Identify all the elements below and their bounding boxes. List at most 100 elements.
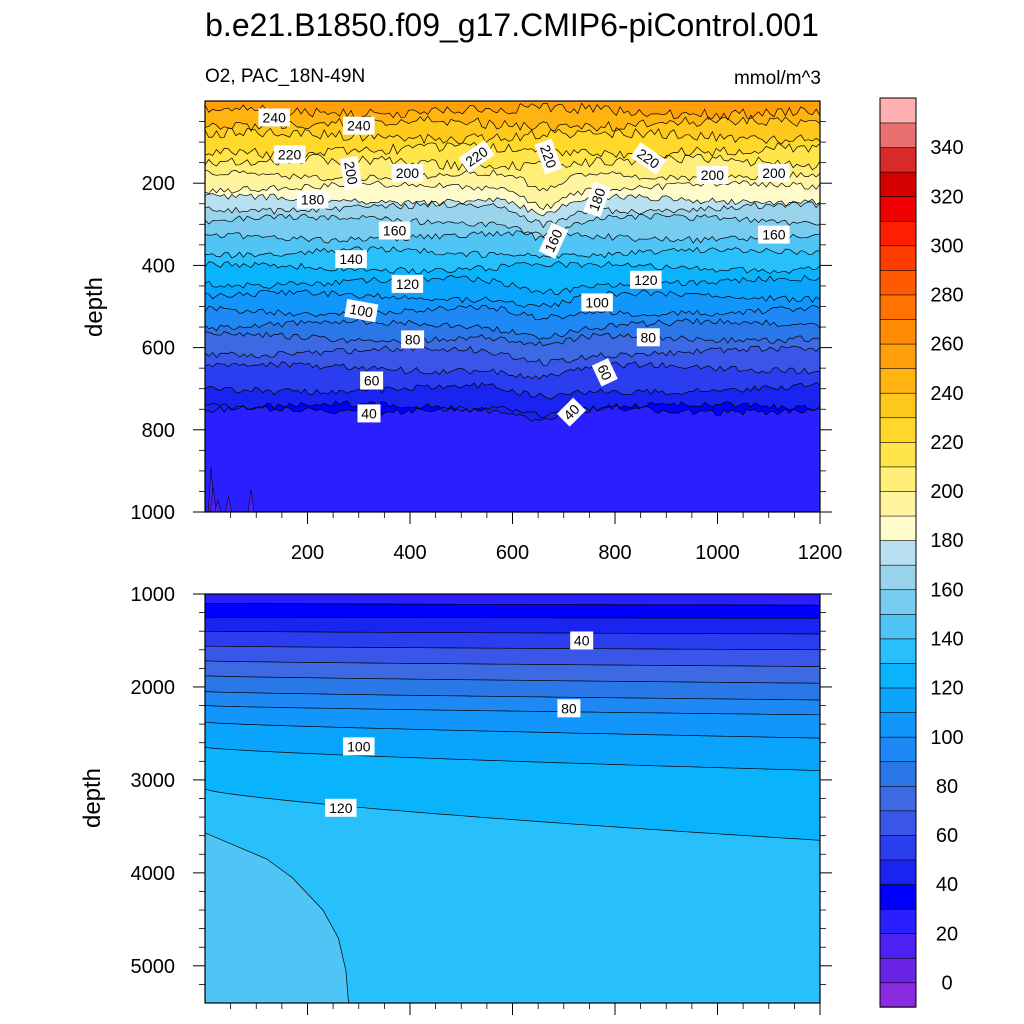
upper-y-tick-label: 800 <box>142 420 175 442</box>
upper-contour-line <box>205 180 820 211</box>
contour-label: 40 <box>556 397 586 427</box>
colorbar-box <box>879 367 917 394</box>
upper-y-axis-label: depth <box>81 277 108 337</box>
lower-contour-line <box>205 602 820 606</box>
colorbar-tick-label: 100 <box>930 727 963 749</box>
contour-label: 80 <box>557 699 581 718</box>
contour-label-box <box>636 328 660 347</box>
contour-label-text: 240 <box>263 109 287 125</box>
contour-label-text: 100 <box>347 738 371 754</box>
colorbar-box <box>879 122 917 148</box>
upper-contour-line <box>205 102 820 121</box>
colorbar-tick-label: 240 <box>930 383 963 405</box>
contour-label-text: 160 <box>762 227 786 243</box>
lower-y-tick-label: 4000 <box>131 863 176 885</box>
upper-contour-line <box>205 402 820 418</box>
colorbar: 0 20 40 60 80 100 120 140 160 180 200 220 240 260 280 3… <box>879 97 964 1008</box>
contour-label: 220 <box>273 145 306 164</box>
contour-label: 240 <box>258 108 290 127</box>
colorbar-box <box>879 417 917 443</box>
contour-label-text: 180 <box>301 192 325 208</box>
colorbar-box <box>879 711 917 738</box>
colorbar-box <box>879 146 917 173</box>
colorbar-tick-label: 300 <box>930 235 963 257</box>
contour-label-text: 100 <box>348 301 374 321</box>
contour-label: 180 <box>583 181 611 218</box>
upper-contour-line <box>205 361 820 380</box>
contour-label-box <box>630 270 662 289</box>
colorbar-box <box>879 220 917 247</box>
colorbar-tick-label: 160 <box>930 579 963 601</box>
upper-contour-line <box>205 142 820 160</box>
colorbar-box <box>879 883 917 910</box>
colorbar-box <box>879 638 917 664</box>
contour-label-text: 100 <box>585 294 609 310</box>
colorbar-frame <box>879 97 917 1008</box>
upper-x-tick-label: 400 <box>393 542 426 564</box>
colorbar-tick-label: 200 <box>930 481 963 503</box>
upper-contour-line <box>205 289 820 308</box>
lower-y-tick-label: 3000 <box>131 770 176 792</box>
upper-contour-line <box>205 213 820 242</box>
contour-label: 200 <box>339 155 363 190</box>
upper-contour-line <box>205 230 820 244</box>
contour-label-box <box>391 274 424 293</box>
lower-panel: 40 80 100 120 1000 2000 3000 4000 5000 <box>131 584 832 1015</box>
contour-label-text: 200 <box>762 165 786 181</box>
contour-label-box <box>339 155 363 190</box>
lower-contour-line <box>205 721 820 739</box>
colorbar-box <box>879 834 917 861</box>
contour-label-text: 200 <box>341 160 361 186</box>
contour-label: 100 <box>343 737 375 756</box>
contour-label-box <box>534 138 563 175</box>
upper-contour-line <box>205 400 820 423</box>
contour-label-text: 220 <box>537 143 560 171</box>
contour-label-box <box>378 221 411 240</box>
colorbar-box <box>879 932 917 959</box>
upper-contour-line <box>205 114 820 132</box>
upper-low-value-spike <box>214 499 222 512</box>
contour-label-text: 80 <box>405 331 421 347</box>
contour-label-box <box>343 737 375 756</box>
contour-label: 160 <box>378 221 411 240</box>
contour-label-box <box>335 250 367 269</box>
contour-label-box <box>556 397 586 427</box>
contour-label-text: 160 <box>383 223 407 239</box>
upper-x-tick-label: 1200 <box>798 542 843 564</box>
contour-label-box <box>630 142 667 175</box>
contour-label: 80 <box>636 328 660 347</box>
contour-label-text: 140 <box>339 251 363 267</box>
colorbar-tick-label: 0 <box>941 972 952 994</box>
contour-label-text: 200 <box>701 167 725 183</box>
upper-y-tick-label: 200 <box>142 173 175 195</box>
contour-label: 200 <box>696 166 729 184</box>
upper-contour-line <box>205 274 820 295</box>
contour-label-text: 60 <box>594 362 615 383</box>
colorbar-tick-label: 80 <box>936 776 958 798</box>
contour-label-box <box>258 108 290 127</box>
upper-x-tick-label: 200 <box>291 542 324 564</box>
contour-label: 80 <box>401 330 425 349</box>
contour-label-text: 220 <box>278 146 302 162</box>
colorbar-box <box>879 859 917 885</box>
colorbar-box <box>879 343 917 369</box>
lower-contour-line <box>205 616 820 619</box>
upper-contour-line <box>205 153 820 171</box>
colorbar-box <box>879 613 917 640</box>
contour-label-text: 120 <box>396 276 420 292</box>
contour-label-box <box>458 140 495 173</box>
contour-label-box <box>357 404 381 423</box>
contour-label-box <box>273 145 306 164</box>
colorbar-box <box>879 318 917 345</box>
colorbar-box <box>879 490 917 517</box>
contour-label-box <box>758 163 790 182</box>
colorbar-box <box>879 761 917 787</box>
lower-y-tick-label: 5000 <box>131 956 176 978</box>
contour-label: 200 <box>391 163 424 182</box>
contour-label-text: 40 <box>361 405 377 421</box>
contour-label-box <box>401 330 425 349</box>
colorbar-box <box>879 589 917 615</box>
lower-contour-line <box>205 630 820 635</box>
contour-label-text: 240 <box>347 118 371 134</box>
contour-label: 200 <box>758 163 790 182</box>
